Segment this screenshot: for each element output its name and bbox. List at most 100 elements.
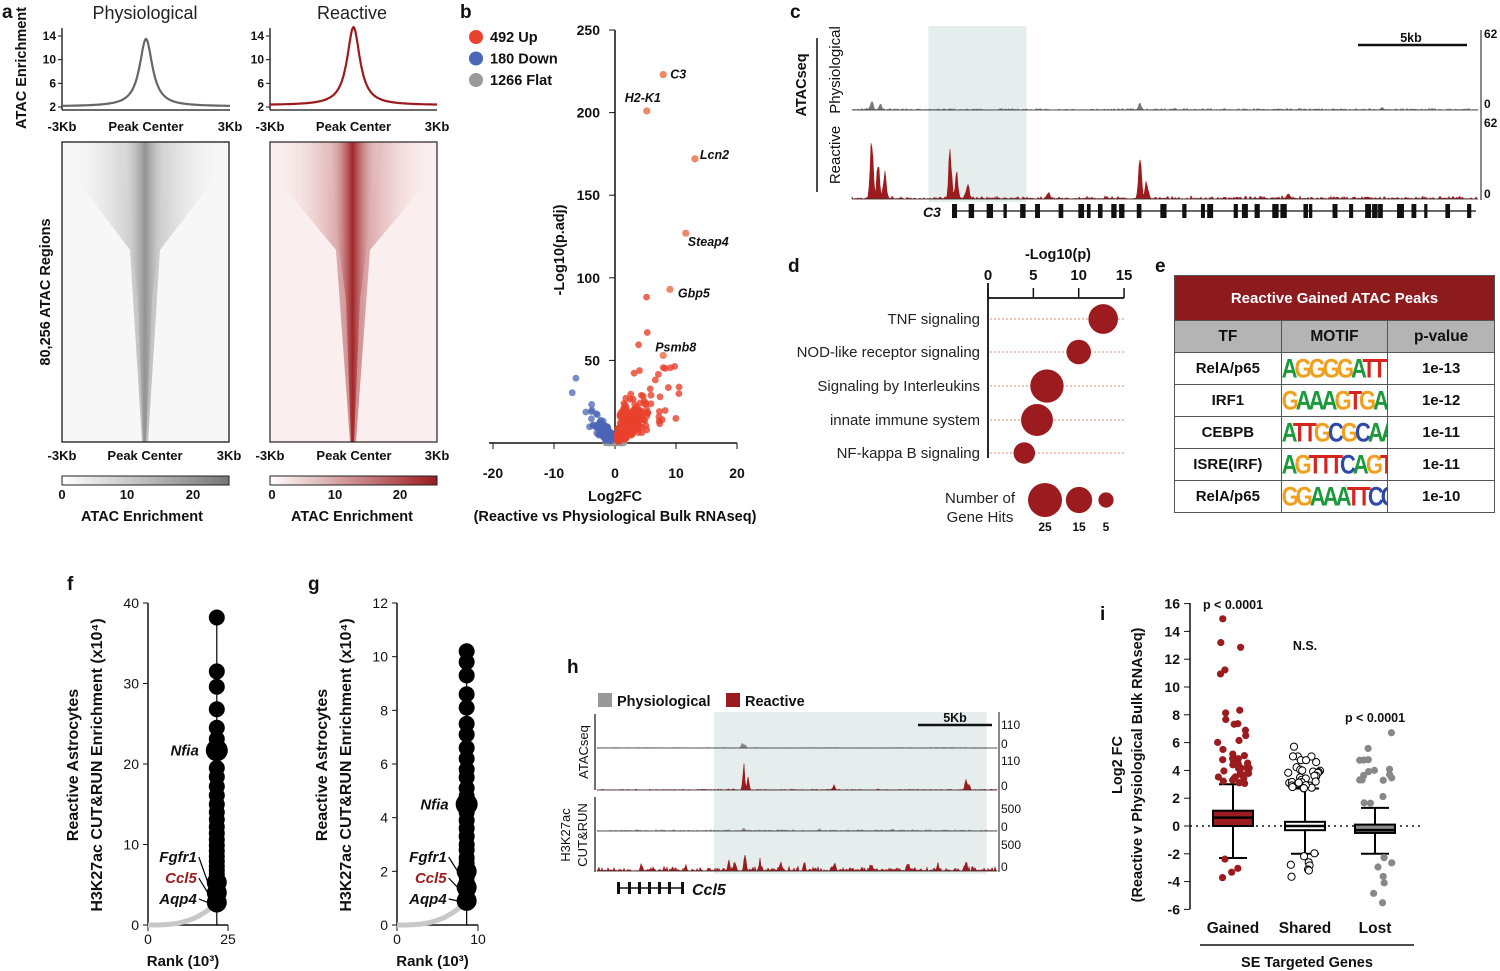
motif-sequence: ATTGCGCAAC [1281, 416, 1387, 447]
outlier-point [1301, 756, 1311, 765]
track-scale-label: 0 [1001, 820, 1008, 834]
legend-swatch-physiological [598, 693, 612, 707]
volcano-point-up [629, 395, 637, 403]
volcano-point-up [661, 365, 669, 372]
volcano-point-up [627, 424, 635, 432]
column-header-tf: TF [1174, 320, 1282, 353]
outlier-point [1214, 773, 1222, 781]
heatmap-xtick: -3Kb [256, 448, 285, 463]
profile-line-reactive [269, 25, 438, 106]
outlier-point [1219, 615, 1227, 623]
size-legend-label: 15 [1072, 520, 1086, 534]
volcano-point-up [675, 383, 683, 391]
panel-f-rank-plot: Reactive Astrocytes H3K27ac CUT&RUN Enric… [65, 595, 236, 970]
rank-ytick-label: 2 [380, 863, 388, 879]
outlier-point [1299, 784, 1308, 793]
volcano-ytick-label: 150 [577, 187, 601, 203]
pathway-dot [1013, 442, 1036, 464]
outlier-point [1388, 859, 1396, 867]
gene-label: Aqp4 [158, 891, 197, 908]
panel-label-e: e [1155, 256, 1166, 277]
table-row: RelA/p65AGGGGATTTCCC1e-13 [1174, 352, 1495, 385]
gene-name: Ccl5 [692, 882, 727, 899]
volcano-point-up [616, 410, 624, 418]
exon [1136, 204, 1142, 218]
gene-pointer [198, 877, 209, 894]
panel-label-d: d [788, 256, 800, 277]
track-scale-label: 500 [1001, 802, 1021, 816]
dotplot-xtick-label: 15 [1116, 267, 1133, 284]
dotplot-xtick-label: 0 [984, 267, 992, 284]
volcano-ytick-label: 200 [577, 105, 601, 121]
outlier-point [1299, 852, 1309, 861]
exon [1372, 204, 1378, 218]
outlier-point [1235, 779, 1243, 787]
exon [1365, 204, 1372, 218]
pvalue-cell: 1e-10 [1387, 480, 1495, 513]
volcano-xtick-label: -10 [544, 465, 564, 481]
legend-swatch-reactive [726, 693, 740, 707]
outlier-point [1237, 643, 1245, 651]
box-ytick-label: 0 [1172, 818, 1180, 834]
box-ytick-label: -4 [1168, 874, 1181, 890]
profile-ytick-label: 14 [251, 29, 265, 43]
outlier-point [1356, 776, 1364, 784]
pathway-label: Signaling by Interleukins [817, 378, 980, 395]
legend-label: 492 Up [490, 30, 538, 46]
gene-label: Steap4 [688, 235, 729, 249]
tf-cell: RelA/p65 [1174, 352, 1282, 385]
dotplot-xlabel: -Log10(p) [1025, 247, 1091, 263]
exon [617, 882, 620, 894]
volcano-xlabel-2: (Reactive vs Physiological Bulk RNAseq) [474, 509, 757, 525]
track-scale-label: 0 [1001, 737, 1008, 751]
exon [1020, 204, 1026, 218]
outlier-point [1219, 745, 1227, 754]
volcano-point-down [599, 422, 607, 430]
volcano-point-up [620, 399, 628, 407]
pathway-dot [1066, 339, 1091, 365]
volcano-point-labeled [691, 155, 699, 163]
outlier-point [1380, 854, 1388, 862]
volcano-point-down [588, 415, 595, 423]
motif-sequence: GAAAGTGAAAGT [1281, 384, 1387, 415]
rank-point-highlight [456, 890, 477, 911]
exon [1411, 204, 1417, 218]
box-ytick-label: 10 [1164, 679, 1180, 695]
rank-ytick-label: 8 [380, 702, 388, 718]
motif-logo: GAAAGTGAAAGT [1280, 384, 1389, 417]
exon [1078, 204, 1085, 218]
rank-ytick-label: 10 [123, 837, 139, 853]
size-legend-dot [1098, 492, 1114, 508]
h-label-h3k27ac: H3K27ac [558, 808, 573, 862]
outlier-point [1231, 773, 1240, 781]
rank-point-highlight [206, 892, 227, 913]
exon [1160, 204, 1167, 218]
outlier-point [1365, 767, 1373, 776]
volcano-point-labeled [643, 107, 651, 115]
gene-label: Ccl5 [165, 870, 197, 887]
rank-curve [397, 899, 469, 928]
exon [668, 882, 671, 894]
volcano-point-up [622, 409, 630, 417]
track-scale-label: 0 [1001, 779, 1008, 793]
volcano-point-up [634, 413, 642, 421]
panel-h-tracks: Physiological Reactive ATACseq H3K27ac C… [558, 693, 1021, 899]
colorbar-tick: 10 [120, 487, 134, 502]
box [1354, 823, 1396, 834]
outlier-point [1219, 777, 1227, 785]
box-ytick-label: 14 [1164, 623, 1180, 639]
pvalue-cell: 1e-11 [1387, 416, 1495, 449]
box-ytick-label: 6 [1172, 735, 1180, 751]
size-legend-title: Gene Hits [947, 509, 1014, 526]
colorbar-red [269, 475, 438, 486]
profile-xtick-label: Peak Center [316, 119, 391, 134]
pathway-label: NOD-like receptor signaling [797, 344, 980, 361]
volcano-xtick-label: 10 [668, 465, 684, 481]
outlier-point [1387, 729, 1396, 737]
exon [1233, 204, 1238, 218]
track-label-physiological: Physiological [827, 26, 844, 114]
table-row: ISRE(IRF)AGTTTCAGTTTC1e-11 [1174, 448, 1495, 481]
highlight-region [928, 26, 1027, 202]
volcano-xtick-label: -20 [483, 465, 503, 481]
outlier-point [1244, 767, 1252, 775]
